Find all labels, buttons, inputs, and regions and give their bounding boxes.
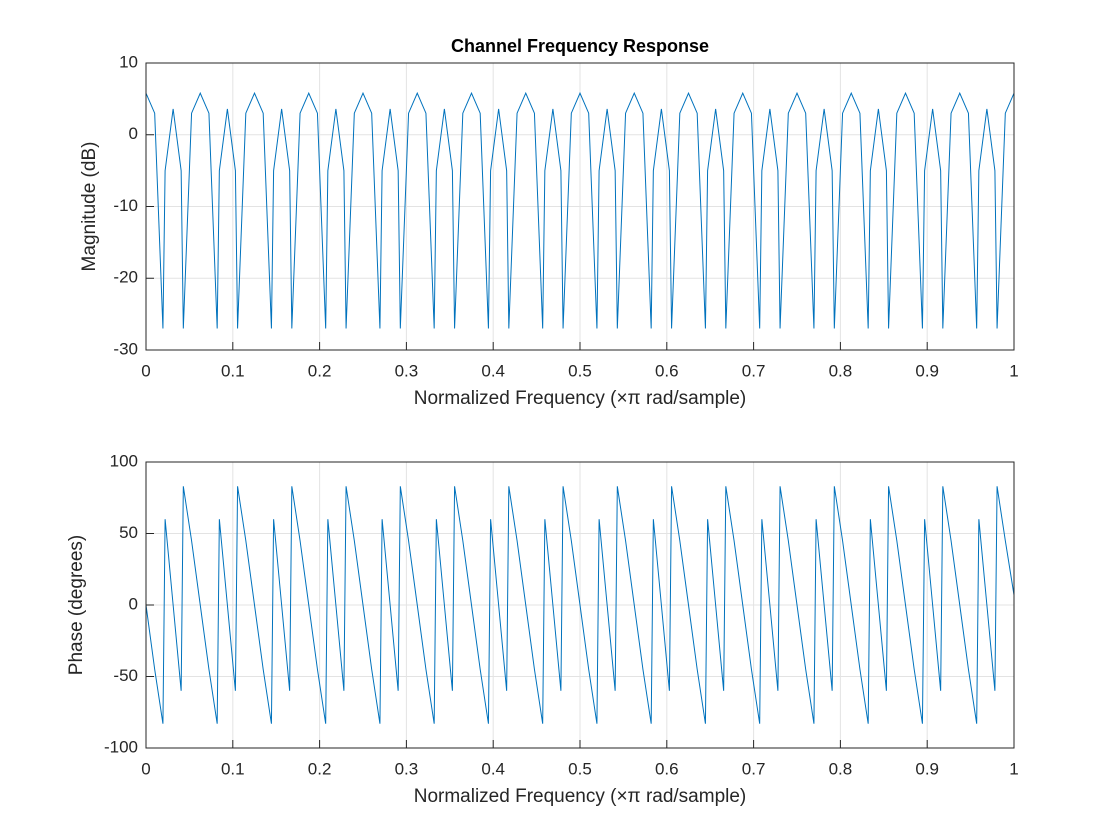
- subplot: 0 0.1 0.2 0.3 0.4 0.5 0.6 0.7 0.8 0.9 1 -30 -20 -10 0 1…: [79, 36, 1019, 409]
- data-line: [145, 486, 1015, 724]
- chart-title: Channel Frequency Response: [451, 36, 709, 56]
- y-tick-label: -100: [104, 737, 138, 756]
- x-tick-label: 0.7: [742, 759, 766, 778]
- y-axis-label: Phase (degrees): [66, 535, 87, 675]
- y-tick-label: -50: [113, 666, 138, 685]
- y-tick-label: 0: [129, 594, 138, 613]
- x-tick-label: 0.3: [395, 361, 419, 380]
- x-axis-label: Normalized Frequency (×π rad/sample): [414, 388, 747, 409]
- x-tick-label: 0.8: [829, 361, 853, 380]
- x-tick-label: 0.1: [221, 361, 245, 380]
- axes-box: [145, 62, 1015, 351]
- y-tick-label: -20: [113, 268, 138, 287]
- y-tick-label: -10: [113, 196, 138, 215]
- y-tick-label: 10: [119, 52, 138, 71]
- data-line: [145, 91, 1015, 329]
- x-tick-label: 0.9: [915, 361, 939, 380]
- x-tick-label: 0: [141, 361, 150, 380]
- y-tick-label: 0: [129, 124, 138, 143]
- x-tick-label: 0.2: [308, 361, 332, 380]
- y-tick-label: 100: [110, 451, 138, 470]
- x-tick-label: 0.3: [395, 759, 419, 778]
- x-tick-label: 0.4: [481, 759, 505, 778]
- y-axis-label: Magnitude (dB): [79, 142, 100, 272]
- x-tick-label: 0.5: [568, 759, 592, 778]
- x-tick-label: 0.5: [568, 361, 592, 380]
- x-tick-label: 0.9: [915, 759, 939, 778]
- y-tick-label: -30: [113, 339, 138, 358]
- y-tick-label: 50: [119, 523, 138, 542]
- x-tick-label: 0.1: [221, 759, 245, 778]
- x-tick-label: 0.2: [308, 759, 332, 778]
- x-tick-label: 0: [141, 759, 150, 778]
- x-tick-label: 0.6: [655, 759, 679, 778]
- x-tick-label: 1: [1009, 759, 1018, 778]
- x-tick-label: 0.4: [481, 361, 505, 380]
- axes-box: [145, 461, 1015, 749]
- x-tick-label: 0.8: [829, 759, 853, 778]
- x-tick-label: 0.6: [655, 361, 679, 380]
- subplot: 0 0.1 0.2 0.3 0.4 0.5 0.6 0.7 0.8 0.9 1 -100 -50 0 50 1…: [66, 451, 1019, 807]
- x-axis-label: Normalized Frequency (×π rad/sample): [414, 786, 747, 807]
- x-tick-label: 1: [1009, 361, 1018, 380]
- x-tick-label: 0.7: [742, 361, 766, 380]
